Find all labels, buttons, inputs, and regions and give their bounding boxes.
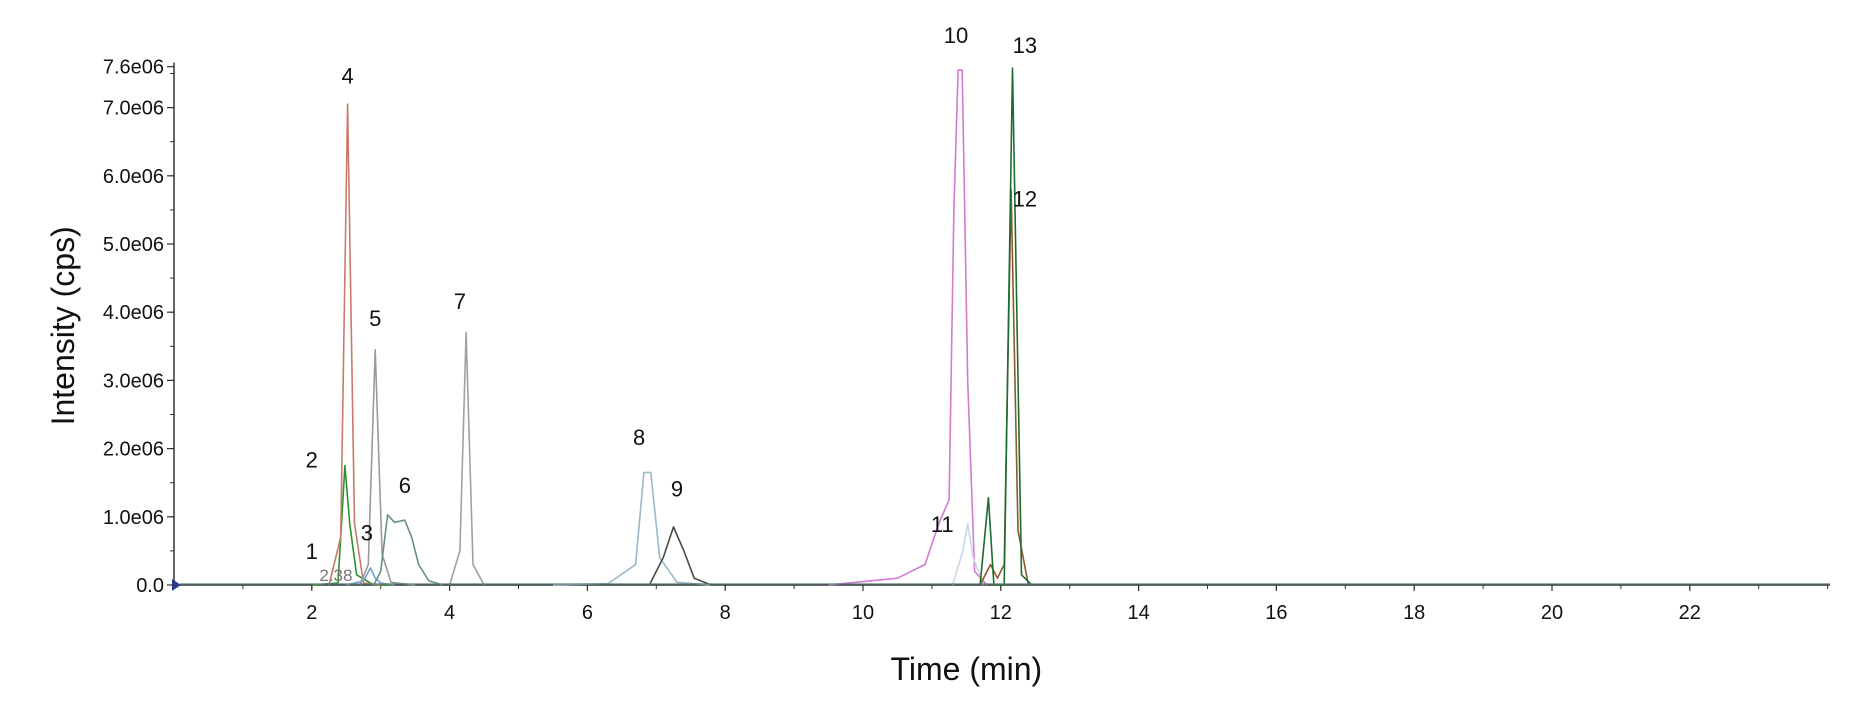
trace-series-7 <box>552 471 712 586</box>
peak-label-12: 12 <box>1013 186 1037 211</box>
peak-label-9: 9 <box>671 476 683 501</box>
x-tick-label: 10 <box>852 602 874 624</box>
y-tick-label: 4.0e06 <box>103 302 164 324</box>
trace-series-5 <box>373 513 443 586</box>
x-tick-label: 16 <box>1265 602 1287 624</box>
series-group <box>180 67 1830 586</box>
peak-label-13: 13 <box>1013 33 1037 58</box>
peak-label-11: 11 <box>931 512 954 537</box>
x-tick-label: 8 <box>720 602 731 624</box>
x-tick-label: 22 <box>1679 602 1701 624</box>
y-tick-label: 5.0e06 <box>103 234 164 256</box>
retention-time-label: 2.38 <box>319 566 352 585</box>
peak-label-6: 6 <box>399 473 411 498</box>
x-tick-label: 4 <box>444 602 455 624</box>
y-tick-label: 7.0e06 <box>103 98 164 120</box>
x-tick-label: 20 <box>1541 602 1563 624</box>
y-axis-title: Intensity (cps) <box>45 226 81 425</box>
y-tick-label: 7.6e06 <box>103 57 164 79</box>
trace-series-6 <box>448 331 485 586</box>
trace-series-4 <box>359 348 416 586</box>
x-tick-label: 14 <box>1127 602 1149 624</box>
y-tick-label: 6.0e06 <box>103 166 164 188</box>
y-tick-label: 2.0e06 <box>103 439 164 461</box>
peak-label-2: 2 <box>306 448 318 473</box>
peak-label-4: 4 <box>342 64 354 89</box>
peak-label-7: 7 <box>454 289 466 314</box>
peak-label-5: 5 <box>369 306 381 331</box>
trace-series-10 <box>951 522 985 586</box>
peak-label-1: 1 <box>306 539 318 564</box>
peak-label-10: 10 <box>944 23 968 48</box>
peak-label-8: 8 <box>633 425 645 450</box>
peak-label-3: 3 <box>361 521 373 546</box>
x-tick-label: 18 <box>1403 602 1425 624</box>
x-axis-title: Time (min) <box>891 651 1043 687</box>
trace-series-2 <box>328 103 381 586</box>
trace-series-9 <box>828 69 988 586</box>
y-tick-label: 0.0 <box>136 575 164 597</box>
x-tick-label: 6 <box>582 602 593 624</box>
origin-marker <box>172 579 181 591</box>
x-tick-label: 2 <box>306 602 317 624</box>
x-tick-label: 12 <box>990 602 1012 624</box>
y-tick-label: 3.0e06 <box>103 370 164 392</box>
y-tick-label: 1.0e06 <box>103 507 164 529</box>
trace-series-12 <box>979 67 1033 586</box>
trace-series-8 <box>648 526 712 586</box>
